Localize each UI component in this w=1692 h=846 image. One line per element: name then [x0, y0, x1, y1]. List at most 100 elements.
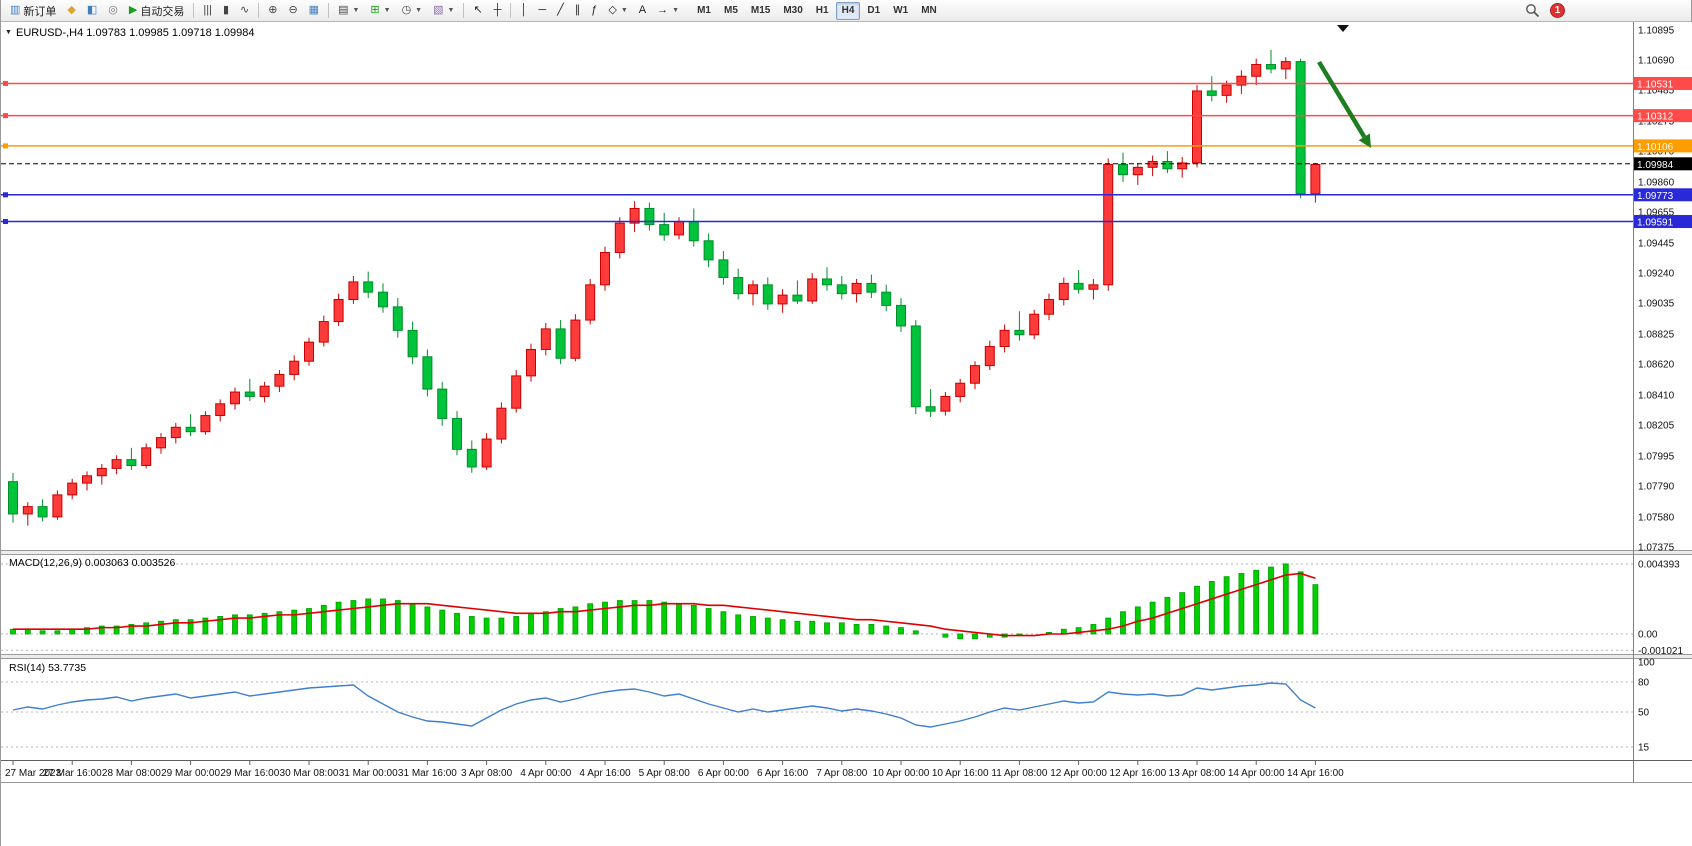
trend-arrow-annotation[interactable]: [1317, 60, 1371, 148]
shapes-button[interactable]: ◇ ▼: [603, 1, 632, 20]
vertical-line-button[interactable]: │: [515, 1, 532, 20]
navigator-button[interactable]: ◎: [103, 1, 123, 20]
macd-signal-line: [13, 572, 1316, 637]
arrows-icon: →: [657, 4, 669, 16]
svg-text:30 Mar 08:00: 30 Mar 08:00: [280, 768, 339, 779]
rsi-indicator-label: RSI(14) 53.7735: [9, 662, 87, 674]
dropdown-caret-icon: ▼: [620, 7, 628, 14]
svg-text:15: 15: [1638, 743, 1650, 754]
crosshair-button[interactable]: ┼: [489, 1, 507, 20]
svg-text:1.09860: 1.09860: [1638, 178, 1675, 189]
price-badge-1.09773: 1.09773: [1634, 188, 1692, 202]
autotrading-play-icon: ▶: [128, 4, 138, 16]
svg-text:1.07375: 1.07375: [1638, 543, 1675, 554]
horizontal-line-button[interactable]: ─: [533, 1, 551, 20]
tf-button-m1[interactable]: M1: [697, 4, 711, 16]
tile-windows-button[interactable]: ▦: [304, 1, 324, 20]
text-icon: A: [638, 4, 647, 16]
trendline-button[interactable]: ╱: [552, 1, 569, 20]
tf-button-m5[interactable]: M5: [723, 4, 738, 16]
chart-shift-marker[interactable]: [1337, 25, 1349, 32]
svg-text:80: 80: [1638, 678, 1650, 689]
svg-text:13 Apr 08:00: 13 Apr 08:00: [1169, 768, 1226, 779]
fibonacci-button[interactable]: ƒ: [586, 1, 602, 20]
svg-text:10 Apr 00:00: 10 Apr 00:00: [873, 768, 930, 779]
autotrading-button[interactable]: ▶ 自动交易: [124, 1, 189, 20]
tf-button-m15[interactable]: M15: [750, 4, 771, 16]
macd-indicator-label: MACD(12,26,9) 0.003063 0.003526: [9, 557, 176, 569]
svg-text:1.09240: 1.09240: [1638, 269, 1675, 280]
svg-text:0.004393: 0.004393: [1638, 560, 1680, 571]
svg-text:3 Apr 08:00: 3 Apr 08:00: [461, 768, 513, 779]
new-order-button-label: 新订单: [23, 5, 57, 18]
hline-1.09773[interactable]: [1, 192, 1633, 198]
tf-button-m30[interactable]: M30: [783, 4, 803, 16]
svg-text:1.07580: 1.07580: [1638, 512, 1675, 523]
hline-1.10312[interactable]: [1, 113, 1633, 119]
panel-divider-rsi[interactable]: [1, 654, 1692, 659]
zoom-in-button[interactable]: ⊕: [263, 1, 282, 20]
svg-text:10 Apr 16:00: 10 Apr 16:00: [932, 768, 989, 779]
tf-button-h1[interactable]: H1: [815, 4, 829, 16]
data-window-icon: ◧: [86, 4, 98, 16]
price-axis[interactable]: 1.108951.106901.104851.102751.100701.098…: [1638, 26, 1675, 554]
dropdown-caret-icon: ▼: [352, 7, 360, 14]
toolbar-separator: [193, 3, 195, 18]
panel-divider-macd[interactable]: [1, 550, 1692, 555]
cursor-icon: ↖: [473, 4, 483, 16]
periods-button[interactable]: ◷ ▼: [397, 1, 428, 20]
zoom-out-button[interactable]: ⊖: [283, 1, 302, 20]
hline-1.10106[interactable]: [1, 143, 1633, 149]
macd-histogram: [10, 563, 1319, 640]
charts-list-button[interactable]: ▤ ▼: [333, 1, 364, 20]
toolbar-separator: [463, 3, 465, 18]
main-toolbar: ▥ 新订单 ◆ ◧ ◎ ▶ 自动交易 ||| ▮ ∿ ⊕ ⊖ ▦ ▤ ▼ ⊞ ▼ ◷ ▼ ▧ ▼ ↖ ┼ │ ─ ╱ ∥ ƒ ◇ ▼ A → ▼…: [1, 0, 1691, 22]
chart-canvas[interactable]: 1.108951.106901.104851.102751.100701.098…: [1, 22, 1692, 846]
market-watch-icon: ◆: [67, 4, 76, 16]
svg-text:31 Mar 00:00: 31 Mar 00:00: [339, 768, 398, 779]
candles: [8, 49, 1321, 526]
price-badge-1.10106: 1.10106: [1634, 139, 1692, 153]
line-chart-button[interactable]: ∿: [235, 1, 254, 20]
svg-text:1.10485: 1.10485: [1638, 86, 1675, 97]
svg-text:1.09445: 1.09445: [1638, 238, 1675, 249]
tf-button-w1[interactable]: W1: [893, 4, 909, 16]
indicators-plus-icon: ⊞: [370, 4, 380, 16]
new-order-button[interactable]: ▥ 新订单: [5, 1, 61, 20]
svg-text:1.07995: 1.07995: [1638, 451, 1675, 462]
bar-chart-button[interactable]: |||: [198, 1, 217, 20]
notification-badge[interactable]: 1: [1550, 3, 1565, 18]
svg-text:11 Apr 08:00: 11 Apr 08:00: [991, 768, 1047, 779]
price-badge-1.09591: 1.09591: [1634, 215, 1692, 229]
axes-frame: [1, 22, 1692, 783]
toolbar-separator: [328, 3, 330, 18]
cursor-button[interactable]: ↖: [468, 1, 487, 20]
zoom-in-icon: ⊕: [268, 4, 278, 16]
autotrading-button-label: 自动交易: [140, 5, 185, 18]
chart-menu-icon[interactable]: ▼: [5, 29, 12, 36]
svg-text:12 Apr 16:00: 12 Apr 16:00: [1109, 768, 1166, 779]
svg-text:1.08410: 1.08410: [1638, 390, 1675, 401]
equidistant-channel-button[interactable]: ∥: [570, 1, 586, 20]
svg-text:-0.001021: -0.001021: [1638, 646, 1683, 657]
svg-text:1.10895: 1.10895: [1638, 26, 1675, 37]
rsi-line: [12, 682, 1316, 728]
templates-button[interactable]: ▧ ▼: [428, 1, 459, 20]
indicators-button[interactable]: ⊞ ▼: [365, 1, 395, 20]
text-button[interactable]: A: [634, 1, 651, 20]
search-icon[interactable]: [1525, 3, 1540, 18]
svg-text:4 Apr 00:00: 4 Apr 00:00: [520, 768, 572, 779]
hline-1.10531[interactable]: [1, 80, 1633, 86]
toolbar-separator: [258, 3, 260, 18]
market-watch-button[interactable]: ◆: [62, 1, 80, 20]
tf-button-h4[interactable]: H4: [835, 1, 861, 20]
arrows-button[interactable]: → ▼: [652, 1, 684, 20]
data-window-button[interactable]: ◧: [82, 1, 102, 20]
clock-icon: ◷: [401, 4, 412, 16]
candlestick-chart-button[interactable]: ▮: [218, 1, 234, 20]
hline-1.09591[interactable]: [1, 219, 1633, 225]
tf-button-d1[interactable]: D1: [867, 4, 881, 16]
tf-button-mn[interactable]: MN: [921, 4, 937, 16]
